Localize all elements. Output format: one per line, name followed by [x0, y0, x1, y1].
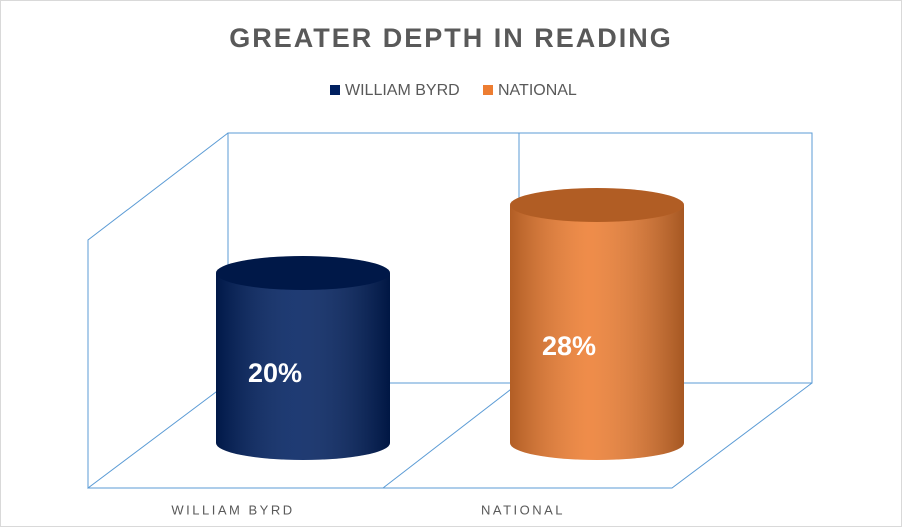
legend-swatch: [483, 85, 493, 95]
cylinder: [510, 188, 684, 460]
cylinder-top: [216, 256, 390, 290]
x-tick-label: WILLIAM BYRD: [171, 502, 294, 517]
data-label: 28%: [542, 331, 596, 361]
cylinder-top: [510, 188, 684, 222]
cylinder-top-shade: [216, 256, 390, 290]
legend-label: NATIONAL: [498, 82, 577, 99]
data-label: 20%: [248, 358, 302, 388]
legend-label: WILLIAM BYRD: [345, 82, 460, 99]
cylinder-shade: [216, 273, 390, 460]
cylinder-shade: [510, 205, 684, 460]
cylinder: [216, 256, 390, 460]
x-tick-label: NATIONAL: [481, 502, 565, 517]
chart-title: GREATER DEPTH IN READING: [229, 23, 673, 53]
cylinder-top-shade: [510, 188, 684, 222]
legend-swatch: [330, 85, 340, 95]
